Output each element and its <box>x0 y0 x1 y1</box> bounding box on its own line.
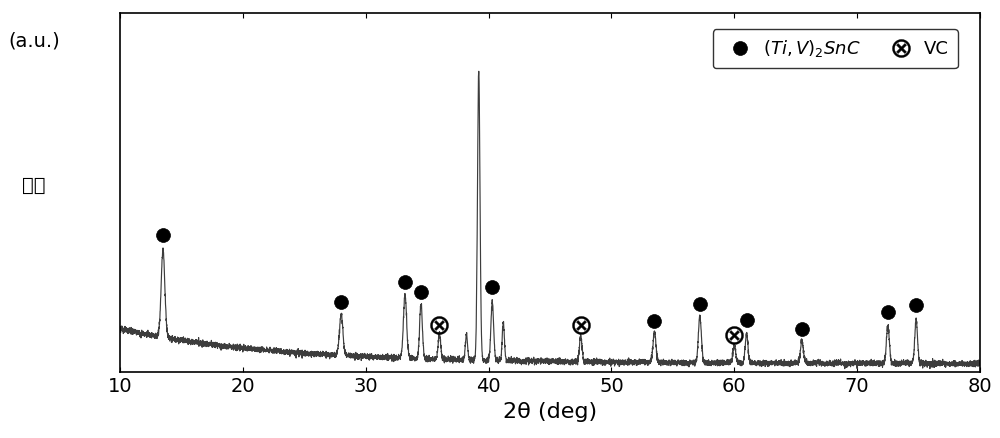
Text: 强度: 强度 <box>22 176 46 195</box>
X-axis label: 2θ (deg): 2θ (deg) <box>503 402 597 422</box>
Legend: $(Ti,V)_2SnC$, VC: $(Ti,V)_2SnC$, VC <box>713 29 958 68</box>
Text: (a.u.): (a.u.) <box>8 31 60 50</box>
